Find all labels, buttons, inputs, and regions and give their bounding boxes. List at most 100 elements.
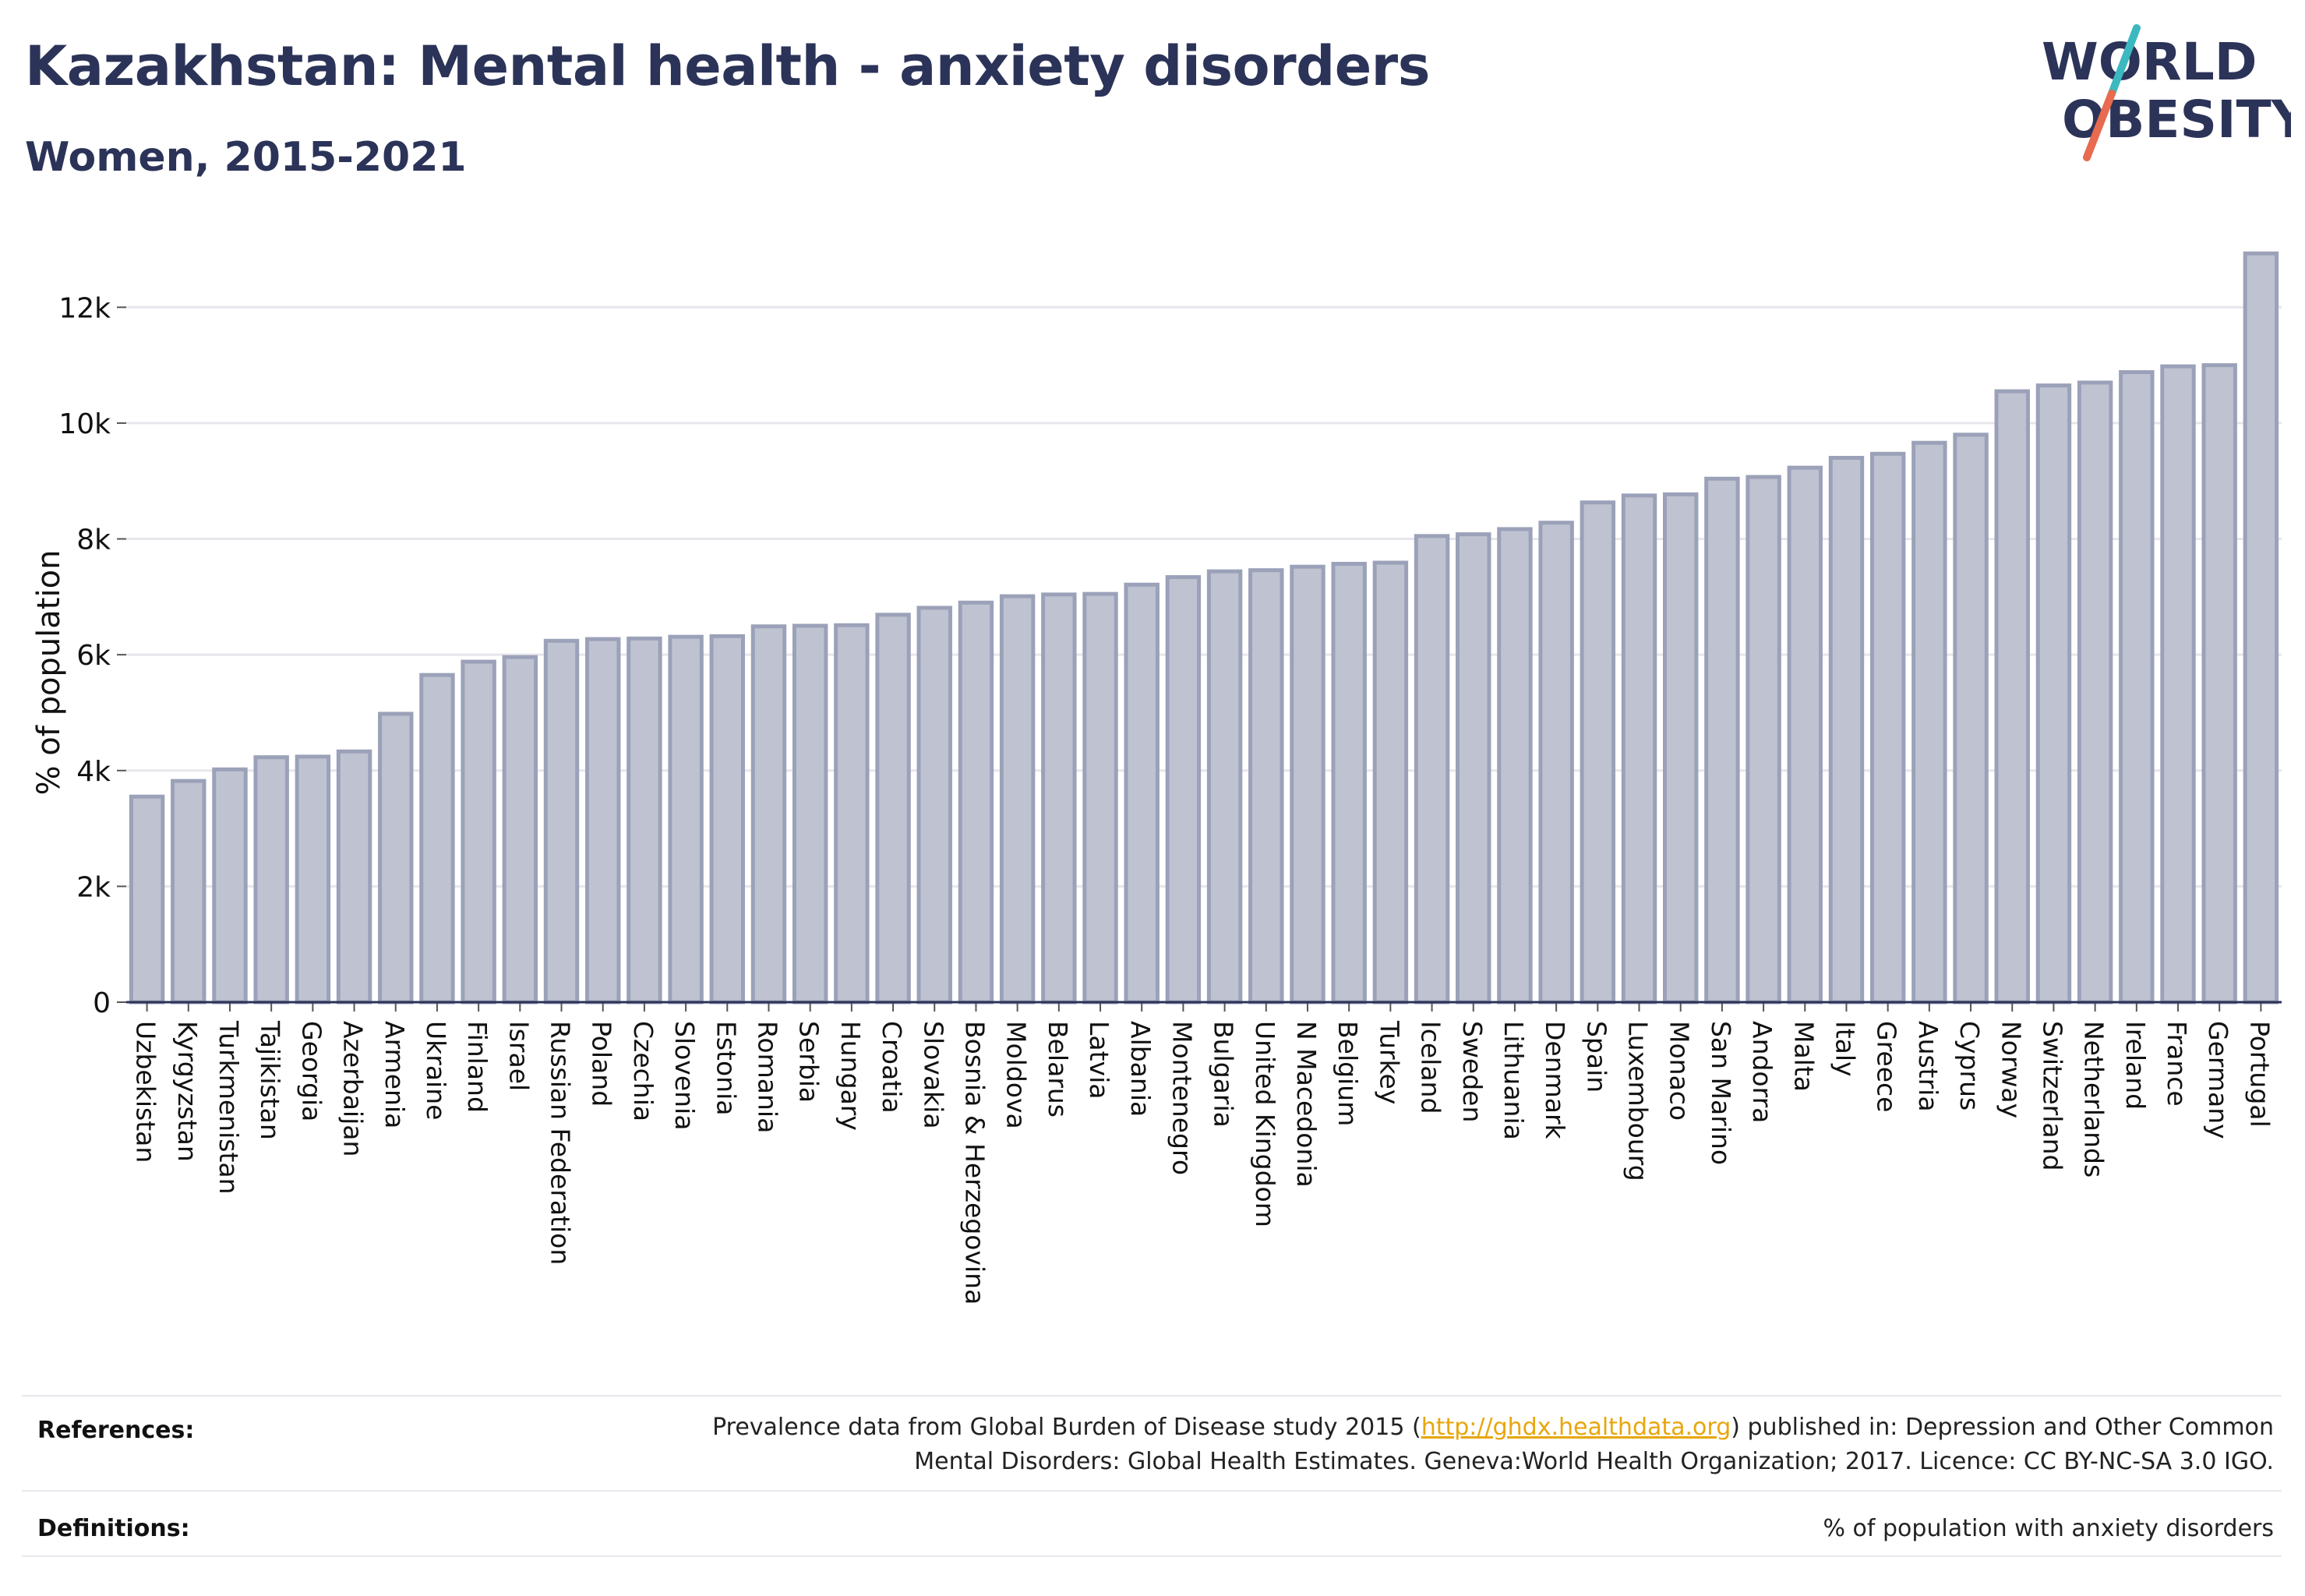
- x-tick-label: San Marino: [1706, 1021, 1736, 1165]
- x-tick-label: Poland: [587, 1021, 617, 1107]
- footer-divider-middle: [22, 1490, 2282, 1492]
- x-tick-label: France: [2162, 1021, 2192, 1107]
- x-tick-label: Slovenia: [669, 1021, 700, 1130]
- x-tick-label: Finland: [462, 1021, 492, 1113]
- x-tick-label: Turkey: [1374, 1020, 1404, 1104]
- y-axis-ticks: 0 2k 4k 6k 8k 10k 12k: [58, 292, 126, 1019]
- bars: [129, 251, 2279, 1005]
- x-tick-label: Montenegro: [1167, 1021, 1197, 1175]
- bar: [378, 711, 414, 1005]
- bar: [668, 634, 704, 1005]
- bar: [792, 623, 828, 1005]
- x-tick-label: Ukraine: [421, 1021, 451, 1120]
- references-before: Prevalence data from Global Burden of Di…: [712, 1414, 1421, 1441]
- x-tick-label: Serbia: [794, 1021, 824, 1103]
- y-tick-label: 0: [93, 987, 111, 1019]
- x-tick-label: Bosnia & Herzegovina: [959, 1021, 990, 1305]
- bar: [171, 779, 206, 1005]
- bar: [1787, 465, 1823, 1005]
- x-tick-label: Portugal: [2244, 1021, 2275, 1128]
- x-tick-label: Andorra: [1747, 1021, 1777, 1123]
- references-line2: Mental Disorders: Global Health Estimate…: [914, 1448, 2274, 1475]
- bar: [1869, 451, 1906, 1005]
- x-tick-label: Russian Federation: [545, 1021, 576, 1265]
- x-tick-label: Romania: [752, 1021, 782, 1133]
- bar: [1414, 534, 1450, 1005]
- world-obesity-logo: WORLD OBESITY: [2042, 24, 2291, 161]
- x-tick-label: Ireland: [2120, 1021, 2151, 1110]
- bar: [253, 755, 289, 1005]
- definitions-text: % of population with anxiety disorders: [1823, 1515, 2274, 1542]
- x-tick-label: Belarus: [1043, 1021, 1073, 1118]
- footer-divider-top: [22, 1395, 2282, 1396]
- x-tick-label: Norway: [1996, 1021, 2026, 1118]
- bar: [1248, 568, 1284, 1005]
- footer-divider-bottom: [22, 1555, 2282, 1557]
- bar: [2035, 383, 2072, 1005]
- bar: [875, 613, 911, 1005]
- x-tick-label: Denmark: [1540, 1021, 1570, 1140]
- bar: [709, 634, 746, 1005]
- bar: [627, 636, 662, 1005]
- bar: [1994, 389, 2030, 1005]
- logo-line1: WORLD: [2042, 32, 2257, 92]
- chart-title: Kazakhstan: Mental health - anxiety diso…: [25, 34, 1430, 98]
- bar: [1082, 591, 1118, 1005]
- x-tick-label: Israel: [503, 1021, 534, 1091]
- bar: [2243, 251, 2279, 1005]
- y-tick-label: 4k: [76, 756, 111, 788]
- x-tick-label: Cyprus: [1954, 1021, 1985, 1110]
- x-tick-label: Italy: [1830, 1021, 1860, 1077]
- x-tick-label: Azerbaijan: [338, 1021, 369, 1156]
- references-text: Prevalence data from Global Burden of Di…: [482, 1411, 2274, 1479]
- x-tick-label: Tajikistan: [255, 1020, 285, 1140]
- references-after: ) published in: Depression and Other Com…: [1731, 1414, 2274, 1441]
- definitions-label: Definitions:: [37, 1515, 190, 1542]
- bar: [1124, 582, 1160, 1005]
- x-tick-label: Iceland: [1416, 1021, 1446, 1114]
- y-tick-label: 12k: [58, 292, 111, 324]
- chart-subtitle: Women, 2015-2021: [25, 134, 467, 181]
- x-tick-label: Greece: [1872, 1021, 1902, 1112]
- x-tick-label: Slovakia: [918, 1021, 948, 1129]
- bar: [1165, 575, 1202, 1005]
- x-tick-label: Albania: [1125, 1021, 1156, 1117]
- x-tick-label: Hungary: [835, 1021, 866, 1131]
- bar: [2119, 370, 2155, 1005]
- x-tick-label: Netherlands: [2079, 1021, 2109, 1178]
- x-tick-label: Kyrgyzstan: [172, 1021, 203, 1162]
- bar: [584, 637, 621, 1005]
- y-tick-label: 8k: [76, 524, 111, 556]
- x-tick-label: Uzbekistan: [131, 1021, 161, 1163]
- y-tick-label: 2k: [76, 871, 111, 903]
- bar: [502, 655, 538, 1005]
- bar: [999, 594, 1036, 1005]
- bar: [419, 673, 455, 1005]
- bar-chart: 0 2k 4k 6k 8k 10k 12k Uzbekistan Kyrgyzstan Turk…: [31, 251, 2282, 1305]
- bar: [1456, 532, 1491, 1005]
- bar: [461, 659, 496, 1005]
- bar: [1206, 569, 1243, 1005]
- bar: [2160, 364, 2196, 1005]
- bar: [543, 638, 580, 1005]
- x-tick-label: Malta: [1788, 1021, 1819, 1092]
- y-tick-label: 6k: [76, 640, 111, 672]
- x-tick-label: Turkmenistan: [214, 1020, 244, 1195]
- x-tick-label: Luxembourg: [1623, 1021, 1654, 1181]
- bar: [1041, 592, 1077, 1005]
- y-tick-label: 10k: [58, 408, 111, 440]
- bar: [1580, 500, 1616, 1005]
- bar: [1746, 475, 1781, 1005]
- references-link[interactable]: http://ghdx.healthdata.org: [1421, 1414, 1731, 1441]
- y-axis-label: % of population: [31, 550, 67, 796]
- x-tick-label: Belgium: [1333, 1021, 1363, 1126]
- bar: [2077, 380, 2113, 1005]
- bar: [1538, 521, 1574, 1005]
- bar: [336, 749, 372, 1005]
- references-label: References:: [37, 1417, 195, 1444]
- x-tick-label: Czechia: [628, 1021, 658, 1121]
- x-tick-label: Moldova: [1001, 1021, 1032, 1129]
- x-tick-label: Latvia: [1084, 1021, 1114, 1099]
- x-tick-label: Switzerland: [2037, 1021, 2067, 1171]
- bar: [295, 754, 331, 1005]
